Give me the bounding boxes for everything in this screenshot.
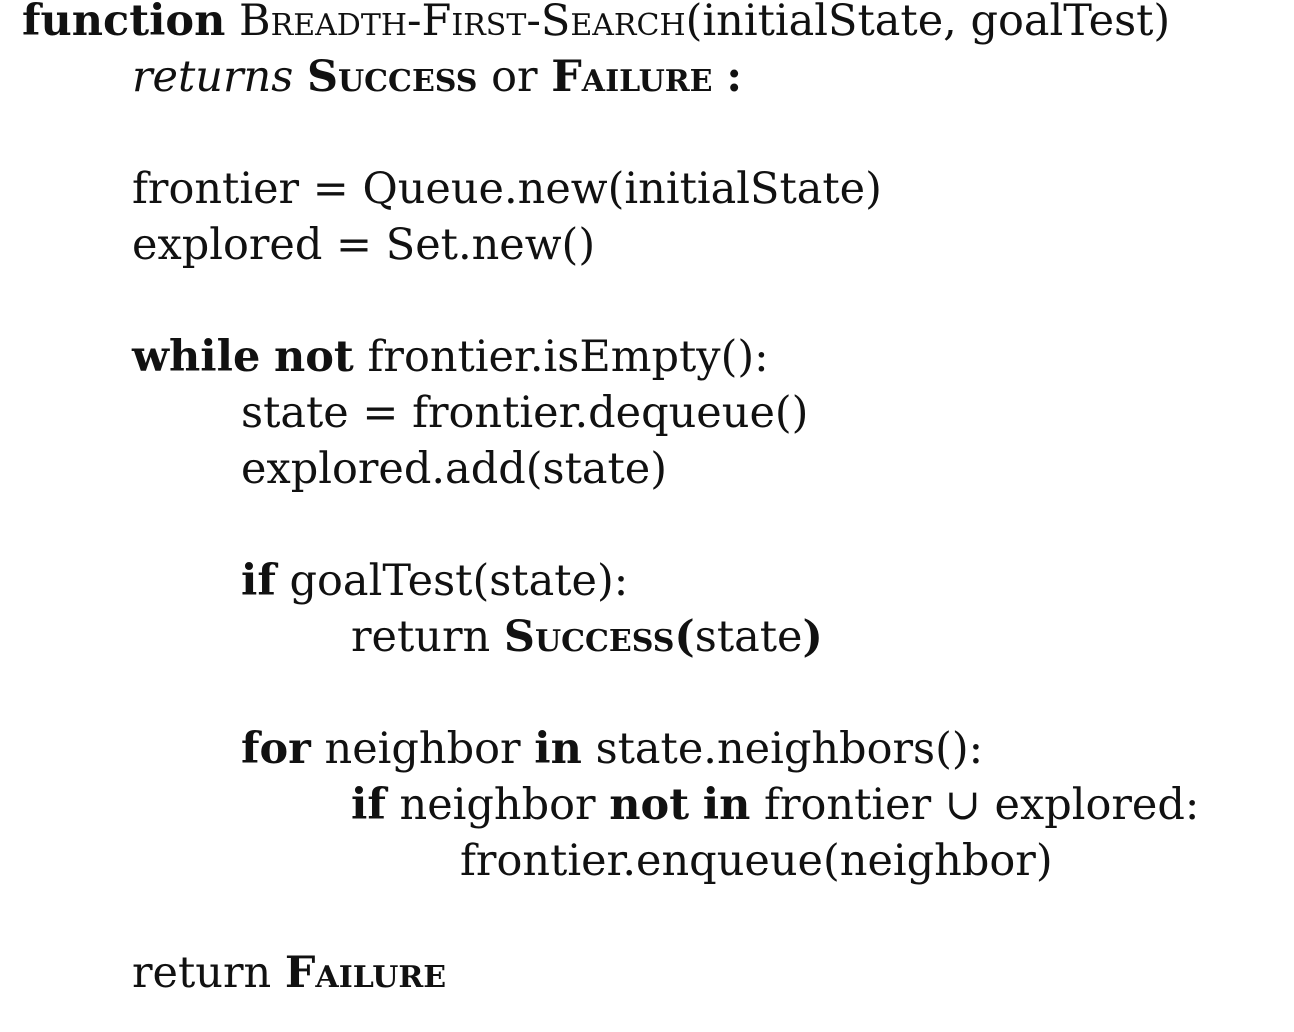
inner-if-line: if neighbor not in frontier ∪ explored: (351, 780, 1199, 830)
return-success-line: return Success(state) (351, 612, 823, 662)
failure-label: Failure (284, 948, 447, 998)
function-keyword: function (22, 0, 226, 46)
close-paren: ) (802, 612, 823, 662)
inner-if-var: neighbor (399, 780, 596, 830)
explored-add-line: explored.add(state) (241, 444, 668, 494)
for-keyword: for (241, 724, 311, 774)
not-keyword: not (273, 332, 354, 382)
if-keyword: if (241, 556, 276, 606)
if-goal-line: if goalTest(state): (241, 556, 628, 606)
success-label: Success (306, 52, 478, 102)
in-keyword: in (534, 724, 582, 774)
function-header-line: function Breadth-First-Search(initialSta… (22, 0, 1170, 46)
union-expression: frontier ∪ explored: (764, 780, 1200, 830)
return-word: return (132, 948, 272, 998)
or-word: or (491, 52, 538, 102)
for-iter: state.neighbors(): (595, 724, 984, 774)
if-goal-condition: goalTest(state): (289, 556, 629, 606)
in-keyword: in (702, 780, 751, 830)
explored-init-line: explored = Set.new() (132, 220, 596, 270)
for-line: for neighbor in state.neighbors(): (241, 724, 983, 774)
if-keyword: if (351, 780, 386, 830)
dequeue-line: state = frontier.dequeue() (241, 388, 809, 438)
success-label: Success (503, 612, 675, 662)
enqueue-line: frontier.enqueue(neighbor) (460, 836, 1053, 886)
for-var: neighbor (324, 724, 521, 774)
failure-label: Failure (551, 52, 713, 102)
return-arg: state (694, 612, 803, 662)
returns-colon: : (726, 52, 743, 102)
function-params: (initialState, goalTest) (685, 0, 1171, 46)
not-keyword: not (609, 780, 690, 830)
returns-line: returns Success or Failure : (132, 52, 742, 102)
while-condition: frontier.isEmpty(): (367, 332, 769, 382)
function-name: Breadth-First-Search (239, 0, 686, 46)
open-paren: ( (674, 612, 695, 662)
returns-word: returns (132, 52, 294, 102)
return-word: return (351, 612, 491, 662)
frontier-init-line: frontier = Queue.new(initialState) (132, 164, 882, 214)
return-failure-line: return Failure (132, 948, 446, 998)
while-line: while not frontier.isEmpty(): (132, 332, 769, 382)
while-keyword: while (132, 332, 261, 382)
